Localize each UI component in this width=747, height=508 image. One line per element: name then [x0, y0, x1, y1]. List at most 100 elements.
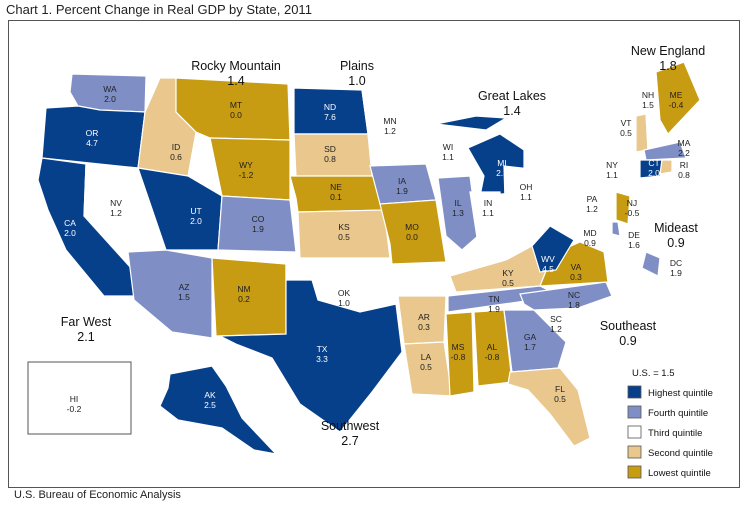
- region-value-southeast: 0.9: [619, 334, 636, 348]
- state-value-ri: 0.8: [678, 170, 690, 180]
- state-abbr-ar: AR: [418, 312, 430, 322]
- region-value-new-england: 1.8: [659, 59, 676, 73]
- state-abbr-mi: MI: [497, 158, 506, 168]
- state-value-ne: 0.1: [330, 192, 342, 202]
- state-abbr-fl: FL: [555, 384, 565, 394]
- state-abbr-nv: NV: [110, 198, 122, 208]
- region-value-mideast: 0.9: [667, 236, 684, 250]
- region-name-mideast: Mideast: [654, 221, 698, 235]
- state-value-hi: -0.2: [67, 404, 82, 414]
- state-value-vt: 0.5: [620, 128, 632, 138]
- state-fl: [508, 368, 590, 446]
- state-value-ma: 2.2: [678, 148, 690, 158]
- hawaii-inset-frame: [28, 362, 131, 434]
- state-az: [128, 250, 212, 338]
- state-abbr-nm: NM: [237, 284, 250, 294]
- state-abbr-az: AZ: [179, 282, 190, 292]
- region-value-great-lakes: 1.4: [503, 104, 520, 118]
- state-value-dc: 1.9: [670, 268, 682, 278]
- state-value-sc: 1.2: [550, 324, 562, 334]
- state-abbr-sc: SC: [550, 314, 562, 324]
- legend-label-third: Third quintile: [648, 428, 702, 439]
- state-abbr-md: MD: [583, 228, 596, 238]
- state-ut: [138, 168, 222, 250]
- state-ky: [450, 246, 548, 292]
- region-value-rocky-mountain: 1.4: [227, 74, 244, 88]
- legend-swatch-fourth: [628, 406, 641, 418]
- state-abbr-nh: NH: [642, 90, 654, 100]
- state-dc: [642, 252, 660, 276]
- state-abbr-in: IN: [484, 198, 493, 208]
- legend-swatch-second: [628, 446, 641, 458]
- state-value-mt: 0.0: [230, 110, 242, 120]
- state-value-mi: 2.3: [496, 168, 508, 178]
- state-abbr-oh: OH: [520, 182, 533, 192]
- region-value-plains: 1.0: [348, 74, 365, 88]
- state-value-ok: 1.0: [338, 298, 350, 308]
- state-value-nj: -0.5: [625, 208, 640, 218]
- region-value-far-west: 2.1: [77, 330, 94, 344]
- state-value-ct: 2.0: [648, 168, 660, 178]
- state-abbr-ca: CA: [64, 218, 76, 228]
- legend-label-second: Second quintile: [648, 448, 713, 459]
- region-name-rocky-mountain: Rocky Mountain: [191, 59, 281, 73]
- state-abbr-ne: NE: [330, 182, 342, 192]
- state-abbr-ut: UT: [190, 206, 201, 216]
- state-abbr-pa: PA: [587, 194, 598, 204]
- state-ri: [660, 160, 672, 174]
- region-name-southeast: Southeast: [600, 319, 657, 333]
- legend-label-lowest: Lowest quintile: [648, 468, 711, 479]
- state-value-nv: 1.2: [110, 208, 122, 218]
- state-value-ut: 2.0: [190, 216, 202, 226]
- state-abbr-ak: AK: [204, 390, 216, 400]
- state-value-az: 1.5: [178, 292, 190, 302]
- state-value-tx: 3.3: [316, 354, 328, 364]
- state-abbr-dc: DC: [670, 258, 682, 268]
- state-abbr-la: LA: [421, 352, 432, 362]
- state-value-nh: 1.5: [642, 100, 654, 110]
- state-value-ca: 2.0: [64, 228, 76, 238]
- state-value-nd: 7.6: [324, 112, 336, 122]
- state-value-fl: 0.5: [554, 394, 566, 404]
- state-value-wy: -1.2: [239, 170, 254, 180]
- state-value-or: 4.7: [86, 138, 98, 148]
- state-value-wa: 2.0: [104, 94, 116, 104]
- legend-swatch-lowest: [628, 466, 641, 478]
- state-value-pa: 1.2: [586, 204, 598, 214]
- state-abbr-il: IL: [454, 198, 461, 208]
- state-abbr-ks: KS: [338, 222, 350, 232]
- state-value-me: -0.4: [669, 100, 684, 110]
- state-value-de: 1.6: [628, 240, 640, 250]
- state-value-la: 0.5: [420, 362, 432, 372]
- state-abbr-ky: KY: [502, 268, 514, 278]
- state-abbr-sd: SD: [324, 144, 336, 154]
- state-abbr-va: VA: [571, 262, 582, 272]
- state-abbr-ok: OK: [338, 288, 351, 298]
- state-abbr-nj: NJ: [627, 198, 637, 208]
- state-value-co: 1.9: [252, 224, 264, 234]
- state-abbr-vt: VT: [621, 118, 632, 128]
- state-value-wi: 1.1: [442, 152, 454, 162]
- state-abbr-mo: MO: [405, 222, 419, 232]
- state-value-sd: 0.8: [324, 154, 336, 164]
- legend-label-highest: Highest quintile: [648, 388, 713, 399]
- state-abbr-wy: WY: [239, 160, 253, 170]
- legend-title: U.S. = 1.5: [632, 368, 675, 379]
- state-abbr-nc: NC: [568, 290, 580, 300]
- state-value-va: 0.3: [570, 272, 582, 282]
- state-value-ks: 0.5: [338, 232, 350, 242]
- state-value-tn: 1.9: [488, 304, 500, 314]
- region-name-far-west: Far West: [61, 315, 112, 329]
- state-value-md: 0.9: [584, 238, 596, 248]
- state-abbr-id: ID: [172, 142, 181, 152]
- source-note: U.S. Bureau of Economic Analysis: [14, 489, 181, 501]
- state-abbr-ms: MS: [452, 342, 465, 352]
- state-abbr-tx: TX: [317, 344, 328, 354]
- state-value-in: 1.1: [482, 208, 494, 218]
- state-abbr-wa: WA: [103, 84, 117, 94]
- region-value-southwest: 2.7: [341, 434, 358, 448]
- state-value-il: 1.3: [452, 208, 464, 218]
- state-abbr-tn: TN: [488, 294, 499, 304]
- state-abbr-mt: MT: [230, 100, 242, 110]
- state-abbr-ga: GA: [524, 332, 537, 342]
